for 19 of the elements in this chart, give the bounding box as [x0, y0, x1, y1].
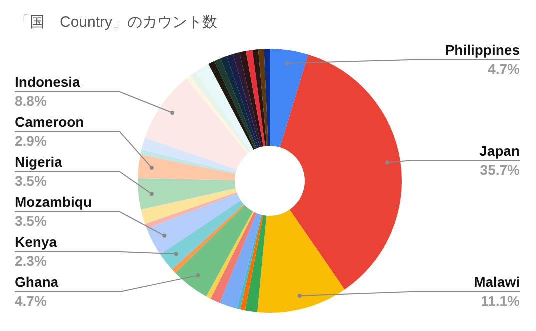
data-label: 2.3% [15, 253, 48, 269]
slice-label: Malawi [474, 274, 520, 290]
data-label: 8.8% [15, 93, 48, 109]
data-label: 2.9% [15, 133, 48, 149]
slice-label: Philippines [445, 42, 520, 58]
data-label: 4.7% [15, 293, 48, 309]
chart-title: 「国 Country」のカウント数 [15, 14, 218, 31]
data-label: 35.7% [480, 162, 521, 178]
slice-label: Kenya [15, 234, 58, 250]
slice-label: Indonesia [15, 74, 81, 90]
data-label: 3.5% [15, 173, 48, 189]
slice-label: Japan [480, 142, 520, 159]
slice-label: Mozambiqu [15, 194, 92, 210]
slice-label: Ghana [15, 274, 59, 290]
slice-label: Cameroon [15, 114, 84, 130]
data-label: 4.7% [488, 61, 521, 77]
slice-label: Nigeria [15, 154, 63, 170]
data-label: 11.1% [481, 293, 521, 309]
data-label: 3.5% [15, 213, 48, 229]
